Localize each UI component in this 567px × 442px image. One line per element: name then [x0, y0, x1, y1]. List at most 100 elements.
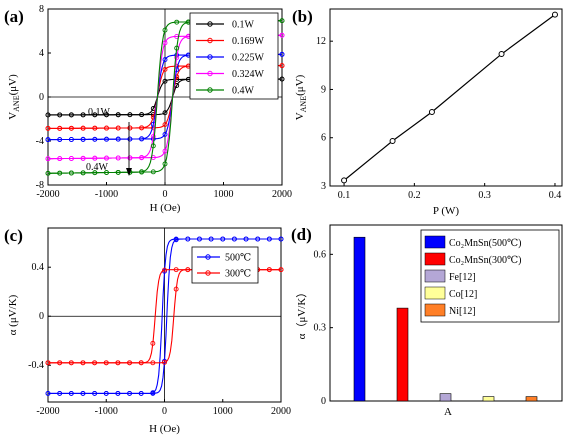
panel-a-point — [68, 170, 74, 176]
panel-c-point — [138, 360, 144, 366]
panel-d-label: (d) — [291, 225, 312, 244]
legend-marker — [205, 270, 211, 276]
panel-d-ytick-label: 0.3 — [314, 323, 327, 334]
panel-d-legend: Co₂MnSn(500℃) Co₂MnSn(300℃) Fe[12] Co[12] Ni… — [420, 229, 560, 323]
panel-d-bar — [353, 236, 366, 402]
panel-c-point — [266, 267, 272, 273]
panel-c-point — [45, 390, 51, 396]
legend-entry: 0.169W — [232, 36, 265, 47]
panel-c-series-line — [48, 238, 281, 394]
panel-b: 0.1 0.2 0.3 0.4 3 6 9 12 P (W) VANE(μV) (b) — [292, 7, 563, 217]
panel-c: -2000 -1000 0 1000 2000 -0.4 0 0.4 H (Oe) α (μV/K… — [4, 226, 291, 435]
panel-c-point — [162, 359, 167, 365]
panel-c-point — [162, 267, 167, 273]
panel-d: 0 0.3 0.6 Aα（μV/K） (d) Co₂MnSn(500℃) Co₂MnSn(3… — [291, 224, 563, 418]
panel-c-point — [115, 390, 121, 396]
panel-a-point — [80, 155, 86, 161]
panel-c-point — [80, 390, 86, 396]
panel-a-point — [104, 170, 109, 175]
panel-a-point — [115, 169, 121, 175]
panel-a-point — [57, 156, 63, 162]
legend-marker — [207, 54, 213, 60]
panel-b-xtick-label: 0.1 — [338, 190, 351, 201]
panel-a-point — [104, 112, 109, 118]
panel-a-point — [57, 125, 63, 131]
panel-a-point — [162, 148, 168, 154]
panel-b-xtick-label: 0.2 — [408, 190, 421, 201]
panel-c-point — [103, 360, 109, 366]
panel-a-point — [162, 122, 168, 128]
panel-a-point — [92, 170, 98, 176]
panel-a-ytick-label: 4 — [39, 48, 44, 59]
panel-a-point — [45, 125, 51, 131]
panel-a-legend: 0.1W 0.169W 0.225W 0.324W 0.4W — [189, 12, 279, 100]
panel-a-point — [127, 112, 133, 118]
panel-a-point — [80, 170, 86, 176]
panel-a-point — [80, 112, 86, 118]
panel-c-series-0 — [45, 236, 284, 396]
panel-a-xtick-label: 1000 — [214, 189, 234, 200]
panel-c-xtick-label: 2000 — [271, 406, 291, 417]
panel-a-point — [127, 155, 133, 161]
panel-a-point — [115, 155, 121, 161]
panel-a-point — [57, 137, 63, 143]
legend-entry: 0.324W — [232, 69, 265, 80]
panel-a-point — [139, 136, 145, 142]
panel-b-point — [428, 108, 435, 115]
panel-b-ytick-label: 9 — [321, 84, 326, 95]
panel-a-point — [139, 112, 145, 118]
panel-a-point — [115, 112, 121, 118]
panel-d-bar — [439, 393, 452, 402]
panel-b-ytick-label: 3 — [321, 181, 326, 192]
panel-d-bar — [525, 396, 538, 402]
panel-c-point — [115, 360, 121, 366]
panel-c-point — [57, 360, 63, 366]
panel-a-point — [127, 125, 133, 131]
panel-c-point — [185, 267, 191, 273]
panel-c-point — [127, 360, 133, 366]
panel-c-point — [92, 360, 98, 366]
panel-a-point — [162, 110, 168, 116]
panel-a-point — [68, 125, 74, 131]
panel-a-point — [150, 134, 156, 139]
panel-a-point — [57, 170, 63, 176]
panel-c-point — [185, 236, 191, 242]
panel-b-ylabel: VANE(μV) — [294, 74, 308, 120]
panel-c-point — [278, 267, 284, 273]
panel-b-xtick-label: 0.4 — [549, 190, 562, 201]
panel-c-point — [173, 237, 179, 243]
panel-a-point — [150, 143, 156, 149]
panel-c-ylabel: α (μV/K) — [7, 294, 19, 335]
legend-swatch — [424, 235, 446, 249]
panel-d-bar — [396, 307, 409, 402]
panel-b-point — [389, 137, 396, 144]
panel-c-point — [57, 390, 63, 396]
panel-c-point — [173, 267, 179, 273]
legend-entry: Co[12] — [449, 289, 477, 300]
panel-a-point — [279, 18, 285, 24]
panel-c-point — [92, 390, 98, 396]
panel-c-point — [173, 286, 179, 292]
panel-a-annotation-bottom: 0.4W — [86, 162, 109, 173]
panel-c-label: (c) — [4, 226, 23, 245]
panel-c-point — [103, 390, 109, 396]
legend-entry: Co₂MnSn(500℃) — [449, 238, 521, 249]
panel-a-point — [279, 63, 285, 69]
panel-a-point — [139, 125, 145, 131]
legend-marker — [207, 70, 213, 77]
panel-a-point — [45, 112, 51, 118]
panel-d-ylabel: α（μV/K） — [295, 287, 308, 340]
panel-a-point — [115, 125, 121, 131]
panel-a-point — [92, 112, 98, 118]
panel-a-point — [162, 66, 168, 72]
panel-d-xlabel: A — [444, 406, 452, 418]
panel-b-ytick-label: 6 — [321, 133, 326, 144]
legend-entry: Ni[12] — [449, 306, 476, 317]
panel-a-ytick-label: -8 — [36, 180, 44, 191]
panel-b-line — [343, 14, 556, 181]
panel-c-xtick-label: 0 — [162, 406, 167, 417]
panel-c-point — [266, 236, 272, 242]
panel-c-ytick-label: -0.4 — [28, 360, 44, 371]
panel-a-point — [80, 125, 86, 131]
